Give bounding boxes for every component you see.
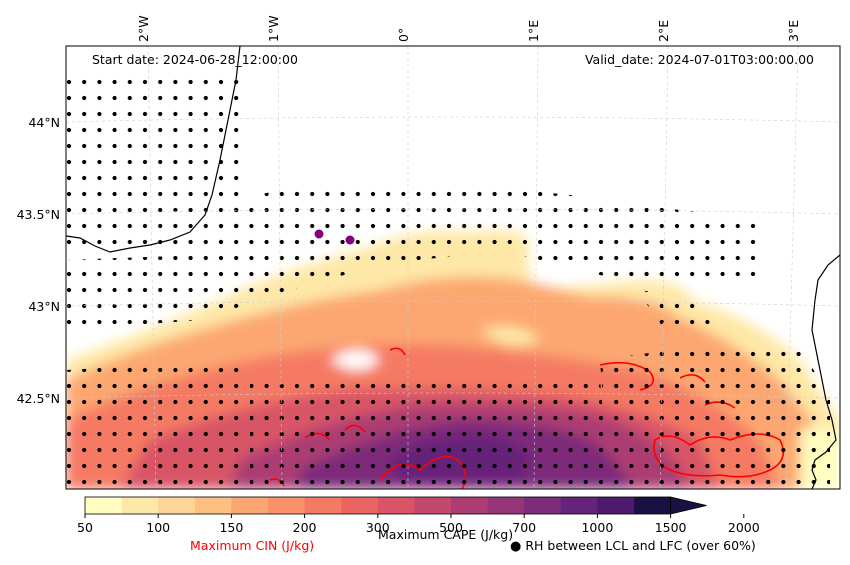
colorbar-tick-label: 100 xyxy=(146,520,170,535)
lon-label: 2°W xyxy=(136,15,151,42)
cin-label: Maximum CIN (J/kg) xyxy=(190,538,315,553)
valid-date: Valid_date: 2024-07-01T03:00:00.00 xyxy=(585,52,814,67)
colorbar-tick-label: 200 xyxy=(293,520,317,535)
colorbar-segment xyxy=(341,497,379,514)
colorbar-segment xyxy=(451,497,489,514)
colorbar-tick-label: 700 xyxy=(512,520,536,535)
location-marker xyxy=(314,229,324,239)
lon-label: 1°E xyxy=(526,20,541,42)
rh-dot-icon: ● xyxy=(510,539,522,554)
lon-labels: 2°W 1°W 0° 1°E 2°E 3°E xyxy=(136,15,801,42)
rh-label: RH between LCL and LFC (over 60%) xyxy=(525,538,756,553)
colorbar-segment xyxy=(377,497,415,514)
rh-legend: ● RH between LCL and LFC (over 60%) xyxy=(510,538,756,554)
colorbar-segment xyxy=(194,497,232,514)
colorbar-tick-label: 300 xyxy=(366,520,390,535)
colorbar-segment xyxy=(524,497,562,514)
lon-label: 1°W xyxy=(266,15,281,42)
colorbar-tick-label: 2000 xyxy=(728,520,760,535)
gridlines xyxy=(66,46,840,489)
lat-label: 43°N xyxy=(28,299,60,314)
colorbar-segment xyxy=(597,497,635,514)
lon-label: 0° xyxy=(396,28,411,42)
start-date: Start date: 2024-06-28_12:00:00 xyxy=(92,52,298,67)
colorbar-segment xyxy=(414,497,452,514)
colorbar-segment xyxy=(560,497,598,514)
colorbar-tick-label: 150 xyxy=(219,520,243,535)
coastline xyxy=(66,46,840,489)
colorbar-tick-label: 500 xyxy=(439,520,463,535)
rh-stipple xyxy=(66,70,830,489)
colorbar-tick-label: 50 xyxy=(77,520,93,535)
map-area xyxy=(66,46,840,489)
lat-label: 43.5°N xyxy=(17,207,60,222)
lon-label: 2°E xyxy=(656,20,671,42)
colorbar-segment xyxy=(231,497,269,514)
colorbar-extend-arrow xyxy=(670,496,707,515)
colorbar-tick-label: 1500 xyxy=(655,520,687,535)
colorbar-tick-label: 1000 xyxy=(581,520,613,535)
lat-label: 42.5°N xyxy=(17,391,60,406)
cape-title: Maximum CAPE (J/kg) xyxy=(378,527,514,542)
colorbar-segment xyxy=(85,497,123,514)
colorbar-segment xyxy=(268,497,306,514)
colorbar-segment xyxy=(158,497,196,514)
colorbar-segment xyxy=(121,497,159,514)
colorbar-segment xyxy=(634,497,672,514)
lon-label: 3°E xyxy=(786,20,801,42)
lat-label: 44°N xyxy=(28,115,60,130)
colorbar-segment xyxy=(487,497,525,514)
colorbar xyxy=(84,496,707,515)
map-frame xyxy=(65,45,841,490)
lat-labels: 44°N 43.5°N 43°N 42.5°N xyxy=(17,115,60,406)
colorbar-segment xyxy=(304,497,342,514)
location-marker xyxy=(345,235,355,245)
colorbar-ticks: 50 100 150 200 300 500 700 1000 1500 2000 xyxy=(77,514,760,535)
